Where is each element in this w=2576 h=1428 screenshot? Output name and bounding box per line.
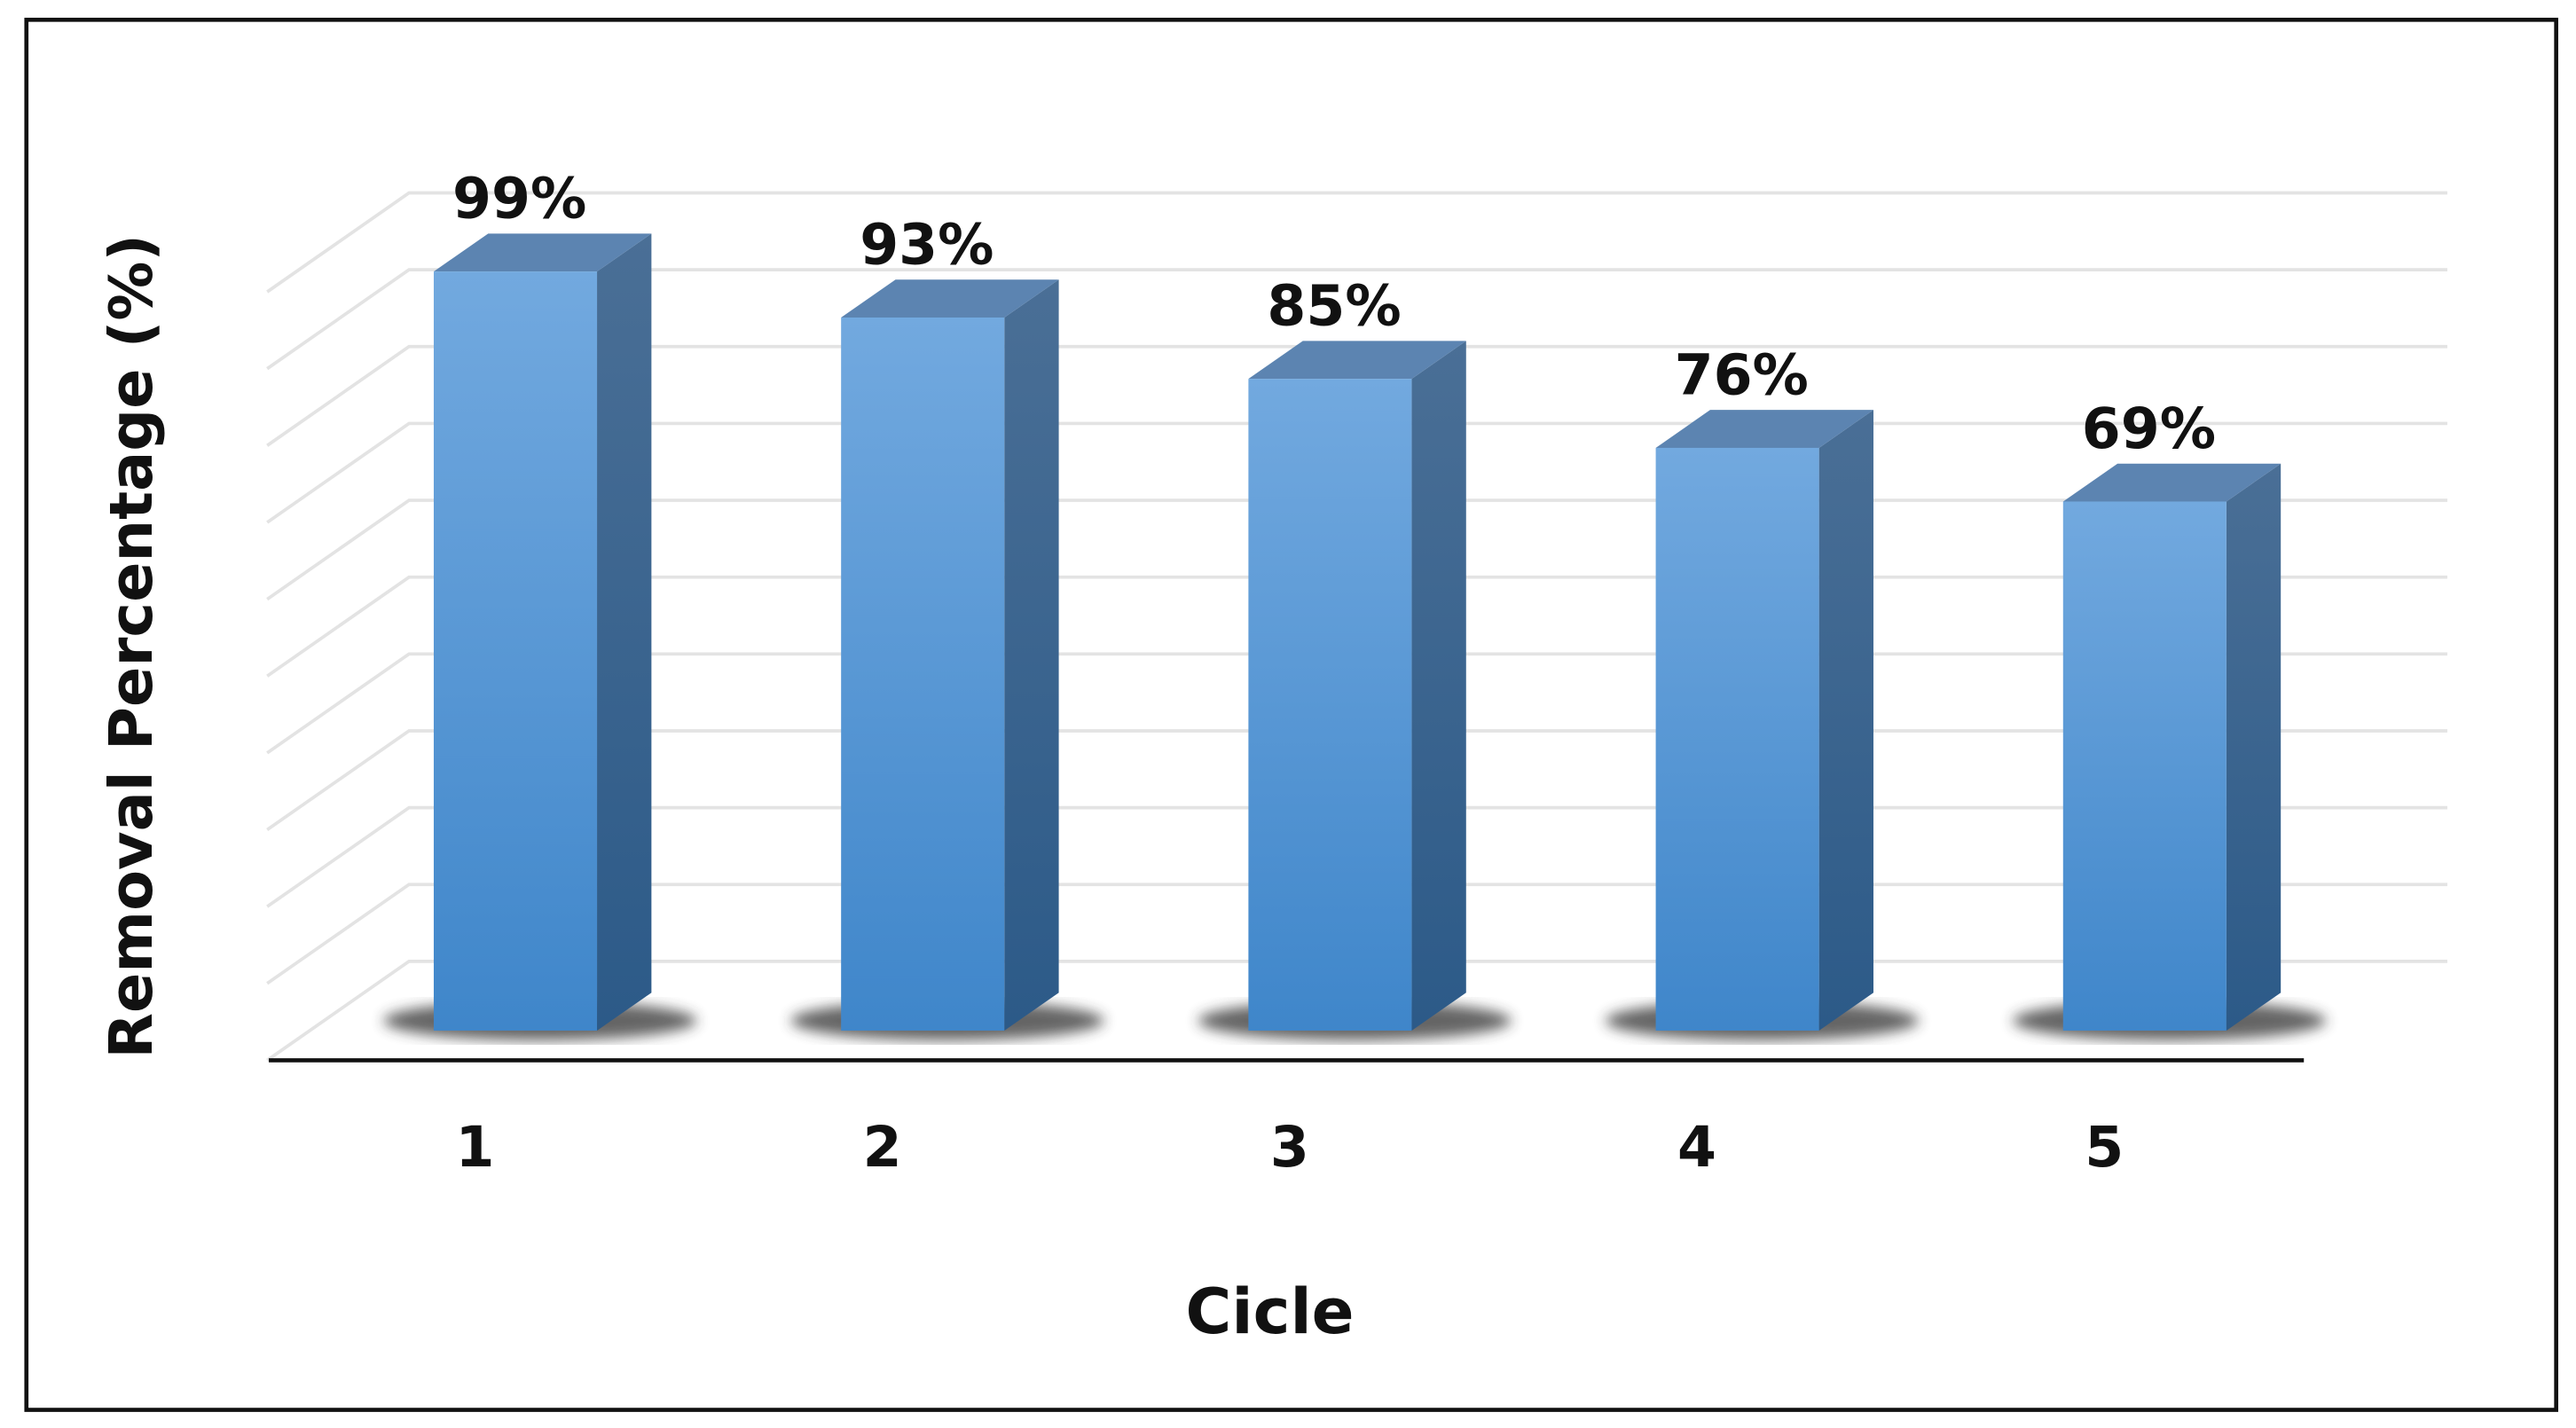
value-label: 93%: [860, 211, 993, 277]
bar: [1655, 447, 1819, 1031]
bar-side: [597, 233, 652, 1031]
value-label: 69%: [2082, 396, 2216, 461]
bar-top: [2062, 463, 2281, 502]
x-tick-label: 4: [1677, 1114, 1716, 1180]
value-label: 99%: [452, 166, 586, 231]
value-label: 85%: [1267, 273, 1401, 339]
x-tick-label: 3: [1270, 1114, 1309, 1180]
y-axis-title: Removal Percentage (%): [97, 234, 166, 1059]
bar-top: [1248, 341, 1466, 380]
bar: [1248, 379, 1412, 1031]
bar-top: [433, 233, 652, 272]
bar-side: [1004, 279, 1059, 1031]
x-tick-label: 5: [2085, 1114, 2124, 1180]
bar: [433, 271, 598, 1031]
bar-top: [841, 279, 1059, 318]
grid-line: [266, 268, 2447, 371]
x-axis-title: Cicle: [1186, 1275, 1355, 1348]
bar: [841, 317, 1005, 1031]
bar-side: [1818, 410, 1873, 1031]
bars: 99% 1 93% 2 85% 3 76% 4 69% 5: [383, 166, 2327, 1180]
grid-line: [266, 344, 2447, 447]
bar: [2062, 501, 2227, 1031]
x-tick-label: 1: [455, 1114, 494, 1180]
bar-top: [1655, 410, 1873, 448]
x-tick-label: 2: [863, 1114, 902, 1180]
bar-side: [2226, 463, 2281, 1031]
grid-line: [266, 191, 2447, 294]
value-label: 76%: [1675, 341, 1809, 407]
bar-side: [1411, 341, 1466, 1031]
